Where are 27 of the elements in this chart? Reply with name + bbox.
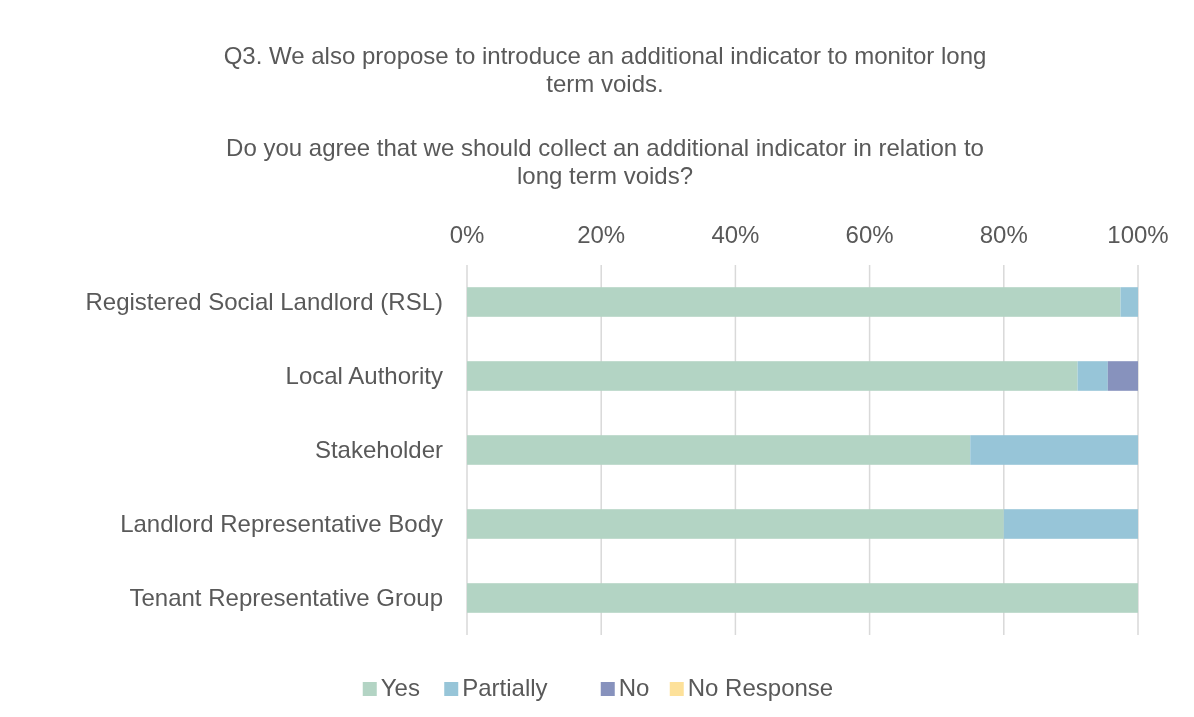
bar (467, 287, 1121, 317)
x-tick-label: 0% (449, 221, 485, 248)
bar (1120, 287, 1138, 317)
x-tick-label: 80% (979, 221, 1028, 248)
x-tick-label: 20% (577, 221, 626, 248)
y-tick-label: Registered Social Landlord (RSL) (85, 288, 443, 315)
chart-title: Q3. We also propose to introduce an additional indicator to monitor long term voids. (223, 42, 987, 97)
bar (467, 509, 1004, 539)
y-tick-label: Local Authority (285, 362, 443, 389)
bar (467, 361, 1078, 391)
chart-subtitle: Do you agree that we should collect an additional indicator in relation to long term voids? (226, 134, 984, 189)
y-tick-label: Tenant Representative Group (129, 584, 443, 611)
x-tick-label: 60% (845, 221, 894, 248)
bar (1003, 509, 1138, 539)
legend-label: Partially (462, 674, 548, 701)
x-tick-label: 40% (711, 221, 760, 248)
legend-label: No Response (687, 674, 834, 701)
legend-label: No (618, 674, 650, 701)
bar (467, 583, 1138, 613)
bar (467, 435, 971, 465)
y-tick-label: Stakeholder (314, 436, 443, 463)
y-tick-label: Landlord Representative Body (120, 510, 443, 537)
legend-label: Yes (380, 674, 420, 701)
bar (1077, 361, 1108, 391)
bar (1107, 361, 1138, 391)
bar (970, 435, 1138, 465)
x-tick-label: 100% (1107, 221, 1169, 248)
